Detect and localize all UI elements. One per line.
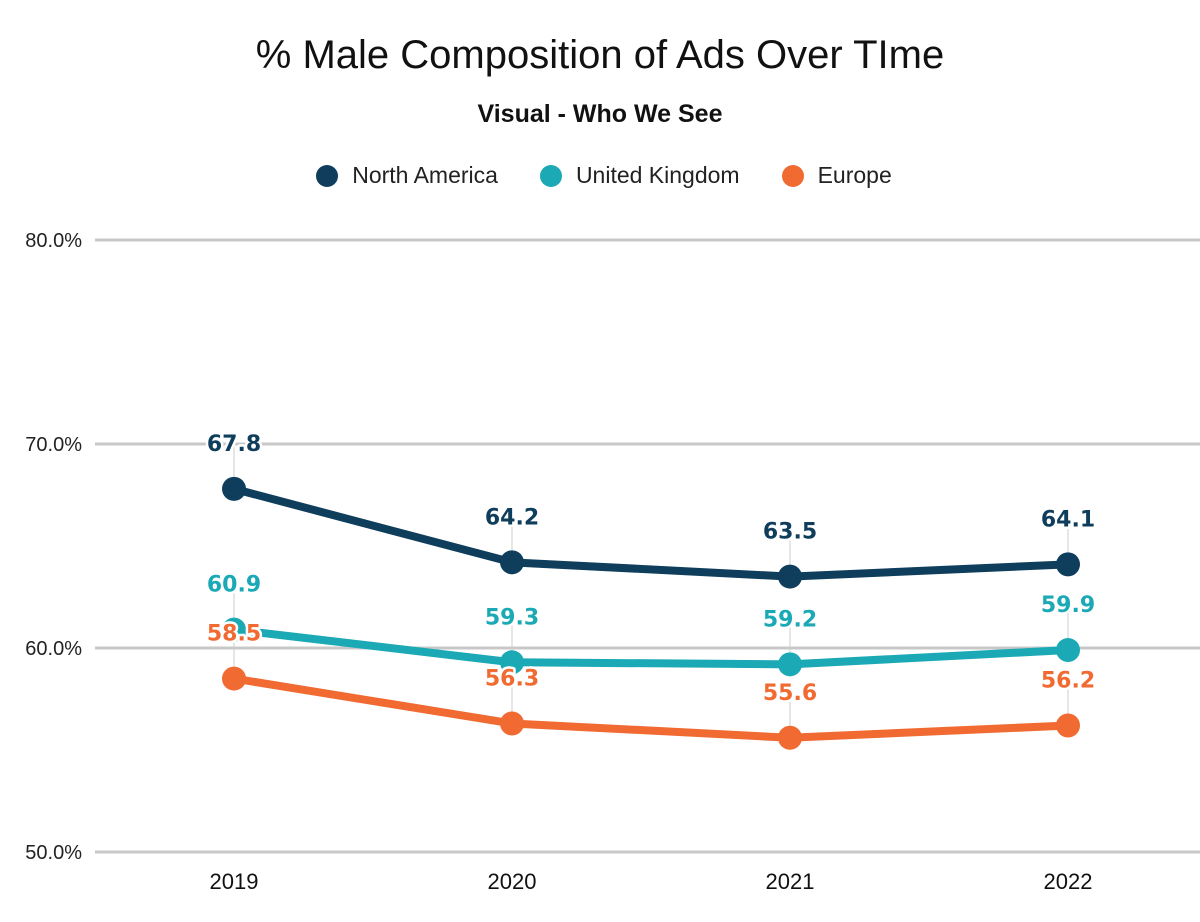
data-label-north-america: 64.1 xyxy=(1041,507,1095,532)
chart-subtitle: Visual - Who We See xyxy=(477,100,723,128)
y-tick-label: 80.0% xyxy=(25,230,82,252)
series-line-united-kingdom xyxy=(230,625,1072,669)
legend-marker-europe xyxy=(781,164,804,187)
legend: North America United Kingdom Europe xyxy=(0,162,1200,189)
data-point-north-america xyxy=(778,564,802,589)
data-label-europe: 56.2 xyxy=(1041,669,1095,694)
legend-item-united-kingdom[interactable]: United Kingdom xyxy=(539,162,740,189)
y-tick-label: 50.0% xyxy=(25,842,82,864)
gridlines xyxy=(95,238,1200,854)
data-point-europe xyxy=(222,666,246,691)
series-north-america xyxy=(222,476,1080,589)
series-line-north-america xyxy=(230,484,1072,581)
data-point-united-kingdom xyxy=(778,652,802,677)
y-tick-label: 70.0% xyxy=(25,434,82,456)
data-labels: 67.8 64.2 63.5 64.1 60.9 59.3 59.2 59.9 58.5 56.3… xyxy=(204,429,1097,708)
data-point-europe xyxy=(778,725,802,750)
x-tick-label: 2019 xyxy=(210,869,259,894)
series-europe xyxy=(222,666,1080,750)
data-label-north-america: 67.8 xyxy=(207,432,261,457)
legend-label: North America xyxy=(352,162,498,188)
legend-item-europe[interactable]: Europe xyxy=(781,162,892,189)
data-point-united-kingdom xyxy=(500,650,524,675)
data-point-north-america xyxy=(500,550,524,575)
label-leader-lines xyxy=(233,444,1069,728)
data-label-north-america: 63.5 xyxy=(763,520,817,545)
legend-label: Europe xyxy=(817,162,892,188)
data-label-europe: 55.6 xyxy=(763,681,817,706)
data-label-united-kingdom: 59.2 xyxy=(763,607,817,632)
x-tick-label: 2020 xyxy=(488,869,537,894)
data-point-north-america xyxy=(222,476,246,501)
data-label-united-kingdom: 59.3 xyxy=(485,605,539,630)
data-label-europe: 56.3 xyxy=(485,666,539,691)
legend-item-north-america[interactable]: North America xyxy=(316,162,498,189)
data-point-europe xyxy=(500,711,524,736)
series-group xyxy=(222,476,1080,750)
data-point-europe xyxy=(1056,713,1080,738)
data-point-united-kingdom xyxy=(1056,638,1080,663)
legend-label: United Kingdom xyxy=(575,162,740,188)
data-point-united-kingdom xyxy=(222,617,246,642)
data-label-united-kingdom: 59.9 xyxy=(1041,593,1095,618)
legend-marker-north-america xyxy=(316,164,339,187)
x-tick-label: 2022 xyxy=(1044,869,1093,894)
y-tick-label: 60.0% xyxy=(25,638,82,660)
data-label-europe: 58.5 xyxy=(207,622,261,647)
chart-title: % Male Composition of Ads Over TIme xyxy=(255,33,945,77)
series-united-kingdom xyxy=(222,617,1080,677)
data-label-united-kingdom: 60.9 xyxy=(207,573,261,598)
data-label-north-america: 64.2 xyxy=(485,505,539,530)
x-tick-label: 2021 xyxy=(766,869,815,894)
series-line-europe xyxy=(230,674,1072,742)
y-axis: 80.0% 70.0% 60.0% 50.0% xyxy=(25,230,82,864)
legend-marker-united-kingdom xyxy=(539,164,562,187)
data-point-north-america xyxy=(1056,552,1080,577)
x-axis: 2019 2020 2021 2022 xyxy=(210,869,1093,894)
